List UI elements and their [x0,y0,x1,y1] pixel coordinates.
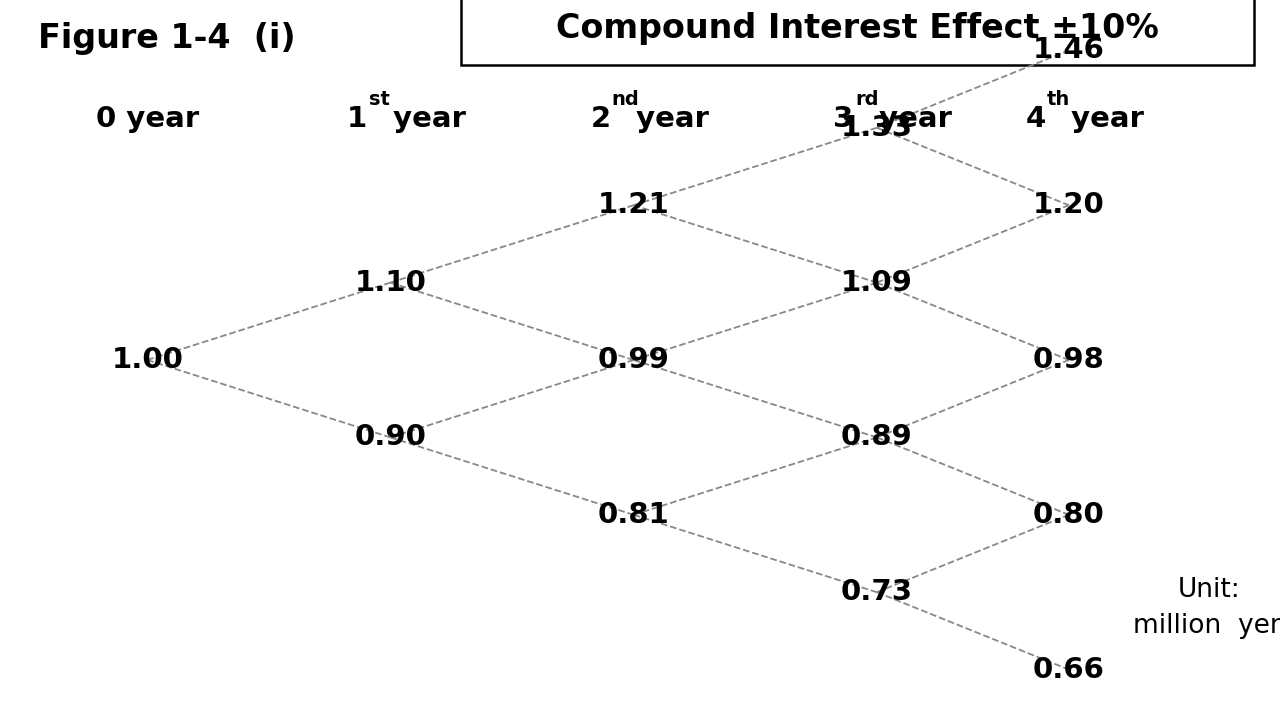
Text: Figure 1-4  (i): Figure 1-4 (i) [38,22,296,55]
Text: year: year [383,105,466,132]
Text: Compound Interest Effect ±10%: Compound Interest Effect ±10% [557,12,1158,45]
Text: nd: nd [612,90,640,109]
Text: 0 year: 0 year [96,105,198,132]
Text: 1: 1 [347,105,367,132]
Text: Unit:
million  yen: Unit: million yen [1133,577,1280,639]
Text: rd: rd [855,90,878,109]
Text: 1.20: 1.20 [1033,192,1105,219]
Text: 1.21: 1.21 [598,192,669,219]
Text: 1.46: 1.46 [1033,37,1105,64]
Text: year: year [869,105,952,132]
Text: st: st [369,90,389,109]
Text: 1.10: 1.10 [355,269,426,297]
Text: 1.09: 1.09 [841,269,913,297]
Text: 0.99: 0.99 [598,346,669,374]
Text: 0.98: 0.98 [1033,346,1105,374]
Text: year: year [1061,105,1144,132]
Text: 4: 4 [1025,105,1046,132]
Text: year: year [626,105,709,132]
Text: 3: 3 [833,105,854,132]
Text: 0.90: 0.90 [355,423,426,451]
Text: 1.33: 1.33 [841,114,913,142]
Text: 1.00: 1.00 [111,346,183,374]
Text: th: th [1047,90,1070,109]
Text: 0.66: 0.66 [1033,656,1105,683]
Text: 0.81: 0.81 [598,501,669,528]
Text: 0.89: 0.89 [841,423,913,451]
Text: 0.73: 0.73 [841,578,913,606]
Text: 2: 2 [590,105,611,132]
Text: 0.80: 0.80 [1033,501,1105,528]
